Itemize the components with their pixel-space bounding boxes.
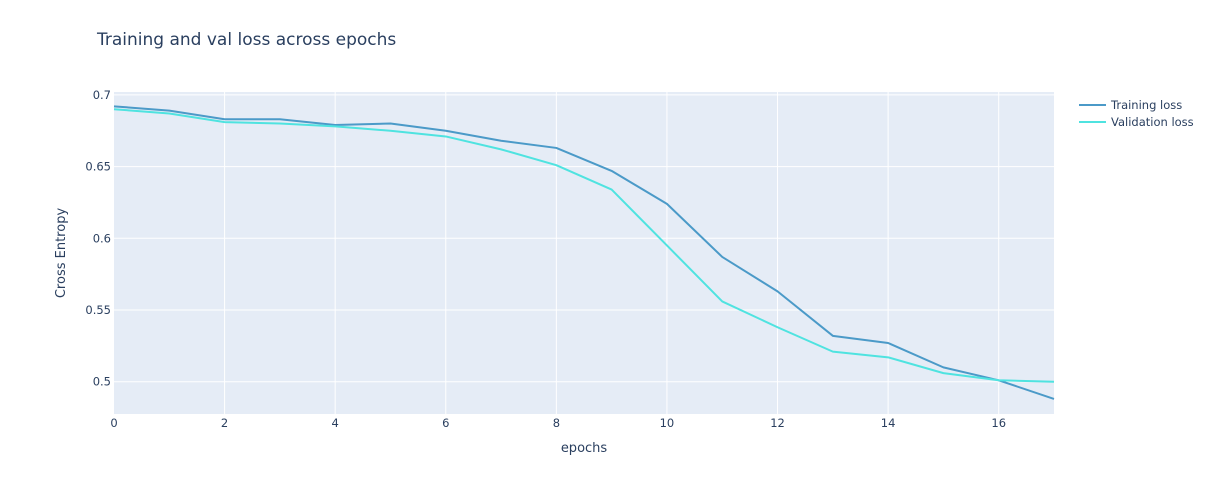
- y-axis-label: Cross Entropy: [54, 208, 69, 299]
- legend-label: Training loss: [1110, 98, 1182, 112]
- plot-area: [114, 92, 1054, 414]
- y-tick-label: 0.6: [93, 231, 111, 245]
- x-tick-label: 10: [660, 416, 675, 430]
- x-tick-label: 16: [991, 416, 1006, 430]
- x-tick-label: 8: [553, 416, 560, 430]
- gridlines: [114, 92, 1054, 414]
- y-tick-label: 0.55: [85, 303, 111, 317]
- legend-item-validation-loss[interactable]: Validation loss: [1079, 115, 1194, 129]
- series-lines: [113, 105, 1055, 400]
- x-tick-label: 12: [770, 416, 785, 430]
- y-tick-label: 0.7: [93, 88, 111, 102]
- x-tick-label: 14: [881, 416, 896, 430]
- x-axis-label: epochs: [561, 441, 608, 456]
- chart-title: Training and val loss across epochs: [96, 30, 396, 50]
- series-line-validation-loss: [113, 108, 1055, 383]
- x-tick-label: 4: [332, 416, 339, 430]
- x-tick-label: 6: [442, 416, 449, 430]
- x-axis-ticks: 0 2 4 6 8 10 12 14 16: [110, 416, 1006, 430]
- legend-label: Validation loss: [1111, 115, 1194, 129]
- y-axis-ticks: 0.5 0.55 0.6 0.65 0.7: [85, 88, 111, 389]
- series-line-training-loss: [113, 105, 1055, 400]
- y-tick-label: 0.5: [93, 375, 111, 389]
- x-tick-label: 0: [110, 416, 117, 430]
- y-tick-label: 0.65: [85, 160, 111, 174]
- legend[interactable]: Training loss Validation loss: [1079, 98, 1194, 129]
- x-tick-label: 2: [221, 416, 228, 430]
- legend-item-training-loss[interactable]: Training loss: [1079, 98, 1182, 112]
